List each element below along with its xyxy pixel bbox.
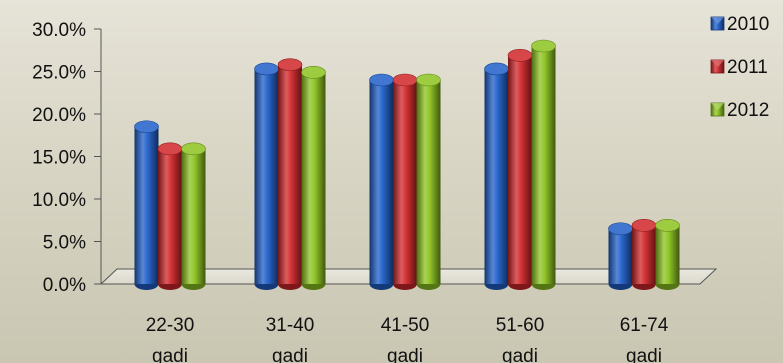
bar-top xyxy=(655,219,680,232)
bar-face xyxy=(369,80,394,284)
bar-face xyxy=(531,46,556,284)
y-tick-label: 30.0% xyxy=(32,20,86,41)
bar-top xyxy=(507,49,533,62)
legend-swatch-shine xyxy=(711,103,724,110)
bar xyxy=(301,66,326,290)
bar-face xyxy=(278,64,302,284)
legend-label: 2010 xyxy=(727,14,769,35)
bar xyxy=(134,120,159,290)
legend-item: 2010 xyxy=(710,14,769,35)
bar xyxy=(254,62,279,290)
bar-top xyxy=(277,58,303,71)
bars xyxy=(134,39,680,290)
y-tick-label: 5.0% xyxy=(43,233,86,254)
bar-face xyxy=(158,148,182,284)
bar-face xyxy=(181,148,206,284)
bar xyxy=(484,62,509,290)
bar-top xyxy=(392,73,418,87)
bar-top xyxy=(369,73,394,87)
bar-face xyxy=(254,68,279,284)
bar xyxy=(631,219,657,290)
bar-top xyxy=(531,39,556,53)
x-category-label: 41-50 xyxy=(381,315,430,336)
y-tick-label: 10.0% xyxy=(32,190,86,211)
legend: 2010 2011 2012 xyxy=(710,14,769,121)
x-category-label: 51-60 xyxy=(496,315,545,336)
legend-item: 2011 xyxy=(710,57,768,78)
legend-label: 2011 xyxy=(727,57,768,78)
legend-item: 2012 xyxy=(710,100,769,121)
bar-top xyxy=(181,142,206,156)
bar xyxy=(531,39,556,290)
bar xyxy=(655,219,680,290)
bar xyxy=(608,222,633,290)
bar-face xyxy=(632,225,656,284)
y-tick-label: 20.0% xyxy=(32,105,86,126)
bar xyxy=(369,73,394,290)
y-tick-label: 15.0% xyxy=(32,148,86,169)
x-category-label: 61-74 xyxy=(620,315,669,336)
x-category-label: gadi xyxy=(502,346,538,363)
bar xyxy=(416,73,441,290)
y-tick-label: 25.0% xyxy=(32,63,86,84)
bar-top xyxy=(631,219,657,232)
x-category-label: 22-30 xyxy=(146,315,195,336)
bar-face xyxy=(416,80,441,284)
bar xyxy=(157,142,183,290)
x-category-label: gadi xyxy=(626,346,662,363)
bar-top xyxy=(416,73,441,87)
bar-top xyxy=(134,120,159,134)
bar-top xyxy=(157,142,183,156)
x-category-label: gadi xyxy=(272,346,308,363)
bar-face xyxy=(655,225,680,284)
bar-top xyxy=(301,66,326,79)
bar-face xyxy=(134,126,159,284)
axis-labels: 0.0% 5.0% 10.0% 15.0% 20.0% 25.0% 30.0% 22-30 ga… xyxy=(32,20,669,363)
bar xyxy=(392,73,418,290)
bar-face xyxy=(608,228,633,284)
bar-face xyxy=(508,55,532,284)
bar-face xyxy=(301,72,326,284)
legend-label: 2012 xyxy=(727,100,769,121)
legend-swatch-shine xyxy=(711,17,724,24)
bar-top xyxy=(608,222,633,236)
x-category-label: gadi xyxy=(152,346,188,363)
y-tick-label: 0.0% xyxy=(43,275,86,296)
legend-swatch-shine xyxy=(711,60,724,67)
x-category-label: 31-40 xyxy=(266,315,315,336)
bar-face xyxy=(484,68,509,284)
bar xyxy=(277,58,303,290)
bar xyxy=(507,49,533,290)
x-category-label: gadi xyxy=(387,346,423,363)
bar-top xyxy=(254,62,279,76)
bar xyxy=(181,142,206,290)
bar-face xyxy=(393,80,417,284)
bar-top xyxy=(484,62,509,76)
